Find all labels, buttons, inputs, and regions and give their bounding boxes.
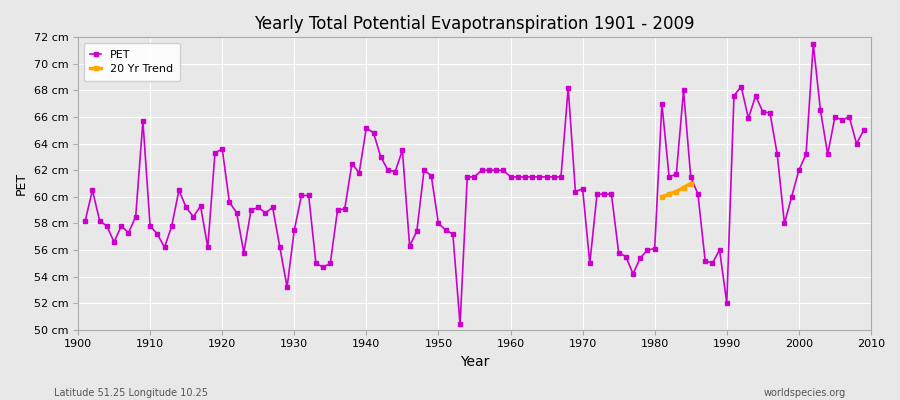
PET — [454, 322, 465, 327]
20 Yr Trend — [670, 189, 681, 194]
PET — [505, 174, 516, 179]
Line: 20 Yr Trend: 20 Yr Trend — [660, 182, 693, 199]
20 Yr Trend — [685, 181, 696, 186]
20 Yr Trend — [656, 194, 667, 199]
PET — [296, 193, 307, 198]
PET — [859, 128, 869, 133]
PET — [138, 119, 148, 124]
Legend: PET, 20 Yr Trend: PET, 20 Yr Trend — [84, 43, 180, 81]
Text: Latitude 51.25 Longitude 10.25: Latitude 51.25 Longitude 10.25 — [54, 388, 208, 398]
PET — [598, 192, 609, 196]
PET — [80, 218, 91, 223]
PET — [339, 206, 350, 211]
X-axis label: Year: Year — [460, 355, 490, 369]
20 Yr Trend — [678, 185, 688, 190]
Text: worldspecies.org: worldspecies.org — [764, 388, 846, 398]
Line: PET: PET — [83, 42, 866, 326]
PET — [512, 174, 523, 179]
Title: Yearly Total Potential Evapotranspiration 1901 - 2009: Yearly Total Potential Evapotranspiratio… — [254, 15, 695, 33]
Y-axis label: PET: PET — [15, 172, 28, 195]
20 Yr Trend — [663, 192, 674, 196]
PET — [808, 42, 819, 46]
